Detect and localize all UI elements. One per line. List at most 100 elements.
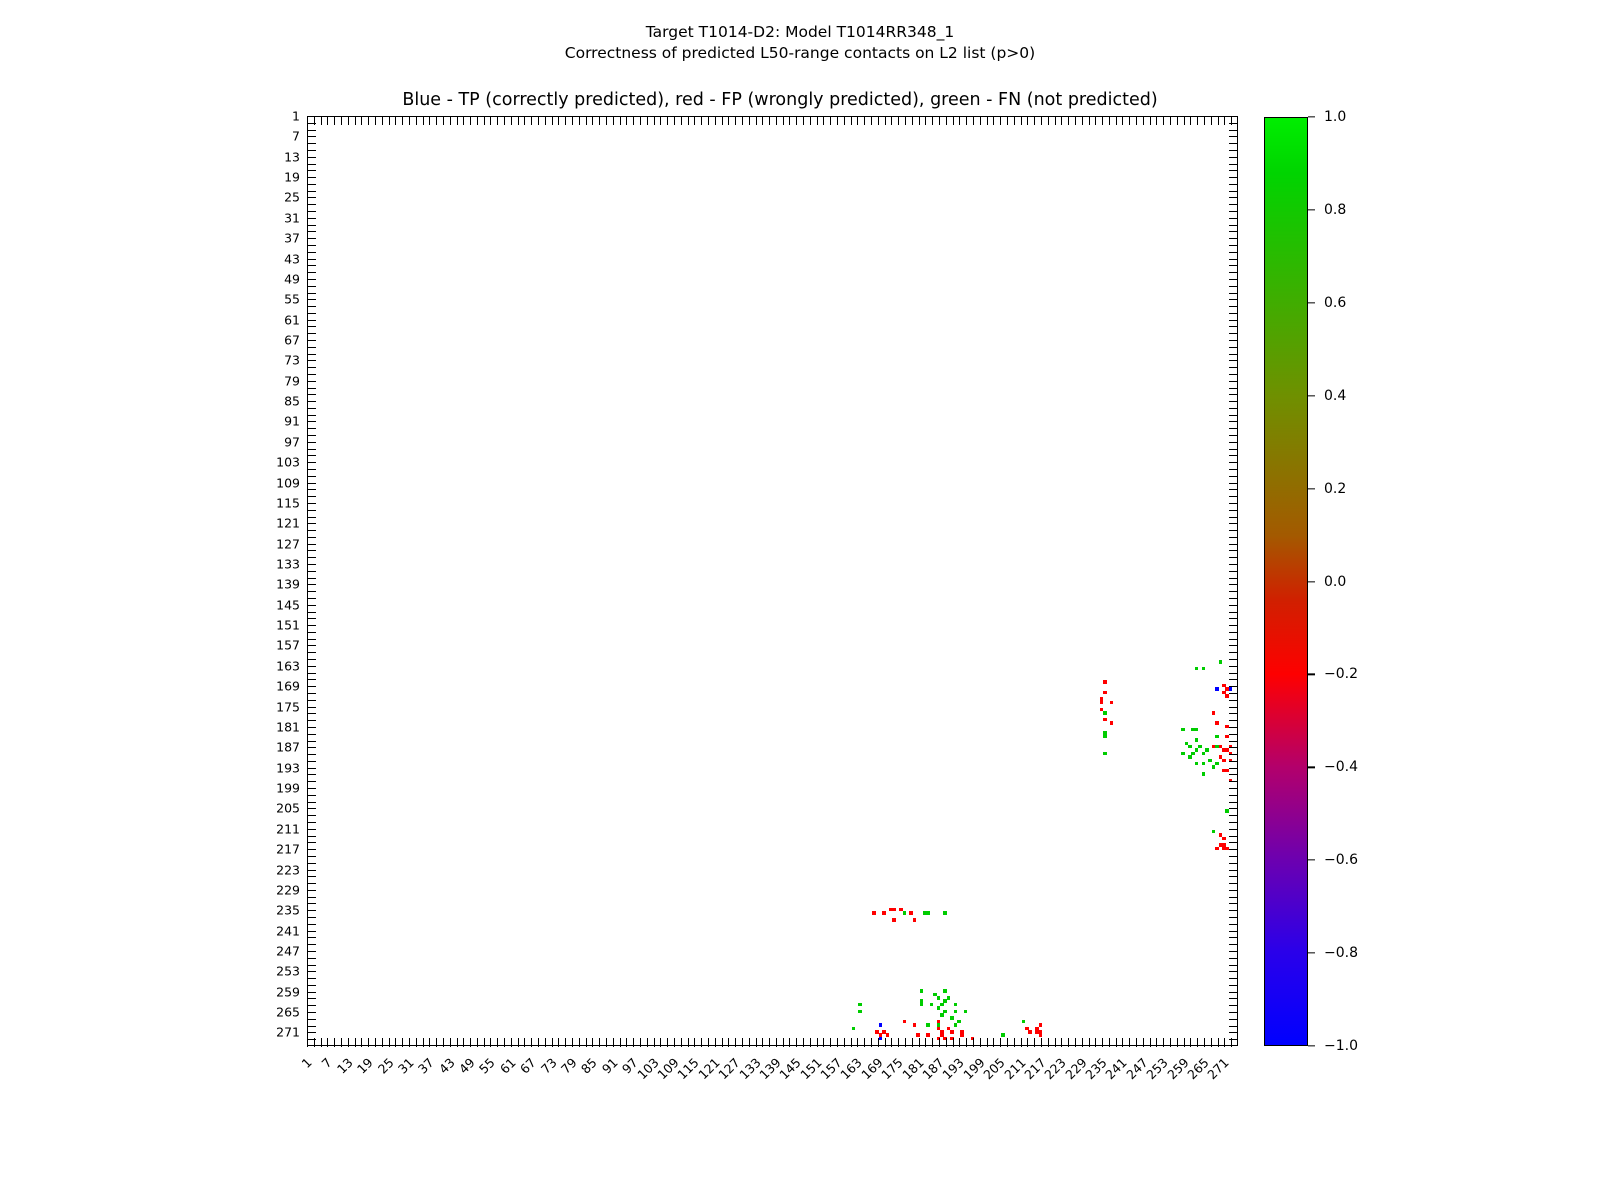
axis-minor-tick	[307, 944, 316, 946]
axis-minor-tick	[986, 1038, 988, 1047]
axis-minor-tick	[1229, 713, 1238, 715]
axis-minor-tick	[585, 116, 587, 125]
axis-minor-tick	[1115, 1038, 1117, 1047]
axis-minor-tick	[1122, 116, 1124, 125]
axis-minor-tick	[307, 211, 316, 213]
axis-minor-tick	[1163, 116, 1165, 125]
axis-minor-tick	[327, 116, 329, 125]
axis-minor-tick	[599, 1038, 601, 1047]
axis-minor-tick	[857, 116, 859, 125]
legend-description: Blue - TP (correctly predicted), red - F…	[402, 90, 1158, 110]
contact-cell-fn	[933, 992, 937, 997]
axis-minor-tick	[755, 116, 757, 125]
y-axis-tick-label: 43	[284, 251, 300, 267]
contact-cell-fn	[1218, 660, 1223, 664]
axis-minor-tick	[307, 923, 316, 925]
axis-minor-tick	[1088, 116, 1090, 125]
axis-minor-tick	[979, 116, 981, 125]
axis-minor-tick	[1229, 265, 1238, 267]
axis-minor-tick	[307, 380, 316, 382]
axis-minor-tick	[307, 869, 316, 871]
y-axis-tick-label: 223	[276, 862, 300, 877]
axis-minor-tick	[1190, 1038, 1192, 1047]
axis-minor-tick	[307, 801, 316, 803]
axis-minor-tick	[307, 543, 316, 545]
y-axis-tick-label: 139	[276, 576, 300, 592]
axis-minor-tick	[307, 530, 316, 532]
axis-minor-tick	[1229, 177, 1238, 179]
axis-minor-tick	[1229, 380, 1238, 382]
axis-minor-tick	[1183, 116, 1185, 125]
axis-minor-tick	[1176, 116, 1178, 125]
axis-minor-tick	[1061, 116, 1063, 125]
axis-minor-tick	[932, 1038, 934, 1047]
axis-minor-tick	[1229, 1025, 1238, 1027]
axis-minor-tick	[538, 116, 540, 125]
axis-minor-tick	[918, 1038, 920, 1047]
axis-minor-tick	[1229, 896, 1238, 898]
axis-minor-tick	[307, 441, 316, 443]
axis-minor-tick	[490, 1038, 492, 1047]
axis-minor-tick	[1229, 346, 1238, 348]
axis-minor-tick	[1229, 835, 1238, 837]
contact-cell-fn	[1198, 744, 1202, 749]
axis-minor-tick	[633, 1038, 635, 1047]
axis-minor-tick	[979, 1038, 981, 1047]
axis-minor-tick	[1115, 116, 1117, 125]
axis-minor-tick	[307, 760, 316, 762]
axis-minor-tick	[952, 1038, 954, 1047]
x-axis-tick-ladder	[307, 1038, 1239, 1047]
axis-minor-tick	[551, 116, 553, 125]
axis-minor-tick	[728, 1038, 730, 1047]
axis-minor-tick	[1229, 251, 1238, 253]
contact-cell-fp	[1103, 717, 1107, 722]
contact-cell-fn	[923, 911, 927, 915]
contact-cell-fp	[1222, 748, 1226, 752]
axis-minor-tick	[307, 740, 316, 742]
axis-minor-tick	[1088, 1038, 1090, 1047]
axis-minor-tick	[1229, 638, 1238, 640]
colorbar-labels: 1.0 0.8 0.6 0.4 0.2 0.0 −0.2 −0.4 −0.6 −0.8 −1.0	[1308, 109, 1448, 1054]
axis-minor-tick	[1229, 244, 1238, 246]
axis-minor-tick	[307, 122, 316, 124]
axis-minor-tick	[307, 570, 316, 572]
contact-cell-fp	[939, 1033, 944, 1037]
axis-minor-tick	[531, 116, 533, 125]
axis-minor-tick	[565, 1038, 567, 1047]
axis-minor-tick	[639, 116, 641, 125]
axis-minor-tick	[307, 862, 316, 864]
contact-cell-fn	[936, 996, 941, 1000]
axis-minor-tick	[905, 1038, 906, 1047]
axis-minor-tick	[436, 1038, 438, 1047]
axis-minor-tick	[1229, 496, 1238, 498]
axis-minor-tick	[307, 156, 316, 158]
axis-minor-tick	[1229, 1039, 1238, 1041]
axis-minor-tick	[307, 883, 316, 885]
axis-minor-tick	[1183, 1038, 1185, 1047]
axis-minor-tick	[1229, 326, 1238, 328]
axis-minor-tick	[1229, 224, 1238, 226]
colorbar-tick	[1308, 673, 1315, 676]
y-axis-tick-label: 187	[276, 739, 300, 755]
axis-minor-tick	[837, 116, 839, 125]
axis-minor-tick	[1013, 1038, 1015, 1047]
axis-minor-tick	[837, 1038, 839, 1047]
axis-minor-tick	[905, 116, 906, 125]
axis-minor-tick	[307, 394, 316, 396]
y-axis-tick-label: 169	[276, 678, 300, 694]
axis-minor-tick	[307, 170, 316, 172]
axis-minor-tick	[1229, 502, 1238, 504]
contact-cell-fn	[956, 1019, 961, 1024]
axis-minor-tick	[347, 1038, 349, 1047]
axis-minor-tick	[307, 625, 316, 627]
axis-minor-tick	[1229, 455, 1238, 457]
axis-minor-tick	[1229, 645, 1238, 647]
y-axis-tick-label: 25	[284, 189, 300, 205]
axis-minor-tick	[307, 584, 316, 586]
axis-minor-tick	[307, 177, 316, 179]
axis-minor-tick	[374, 1038, 376, 1047]
axis-minor-tick	[307, 604, 316, 606]
axis-minor-tick	[993, 116, 995, 125]
axis-minor-tick	[476, 1038, 478, 1047]
axis-minor-tick	[307, 435, 316, 437]
